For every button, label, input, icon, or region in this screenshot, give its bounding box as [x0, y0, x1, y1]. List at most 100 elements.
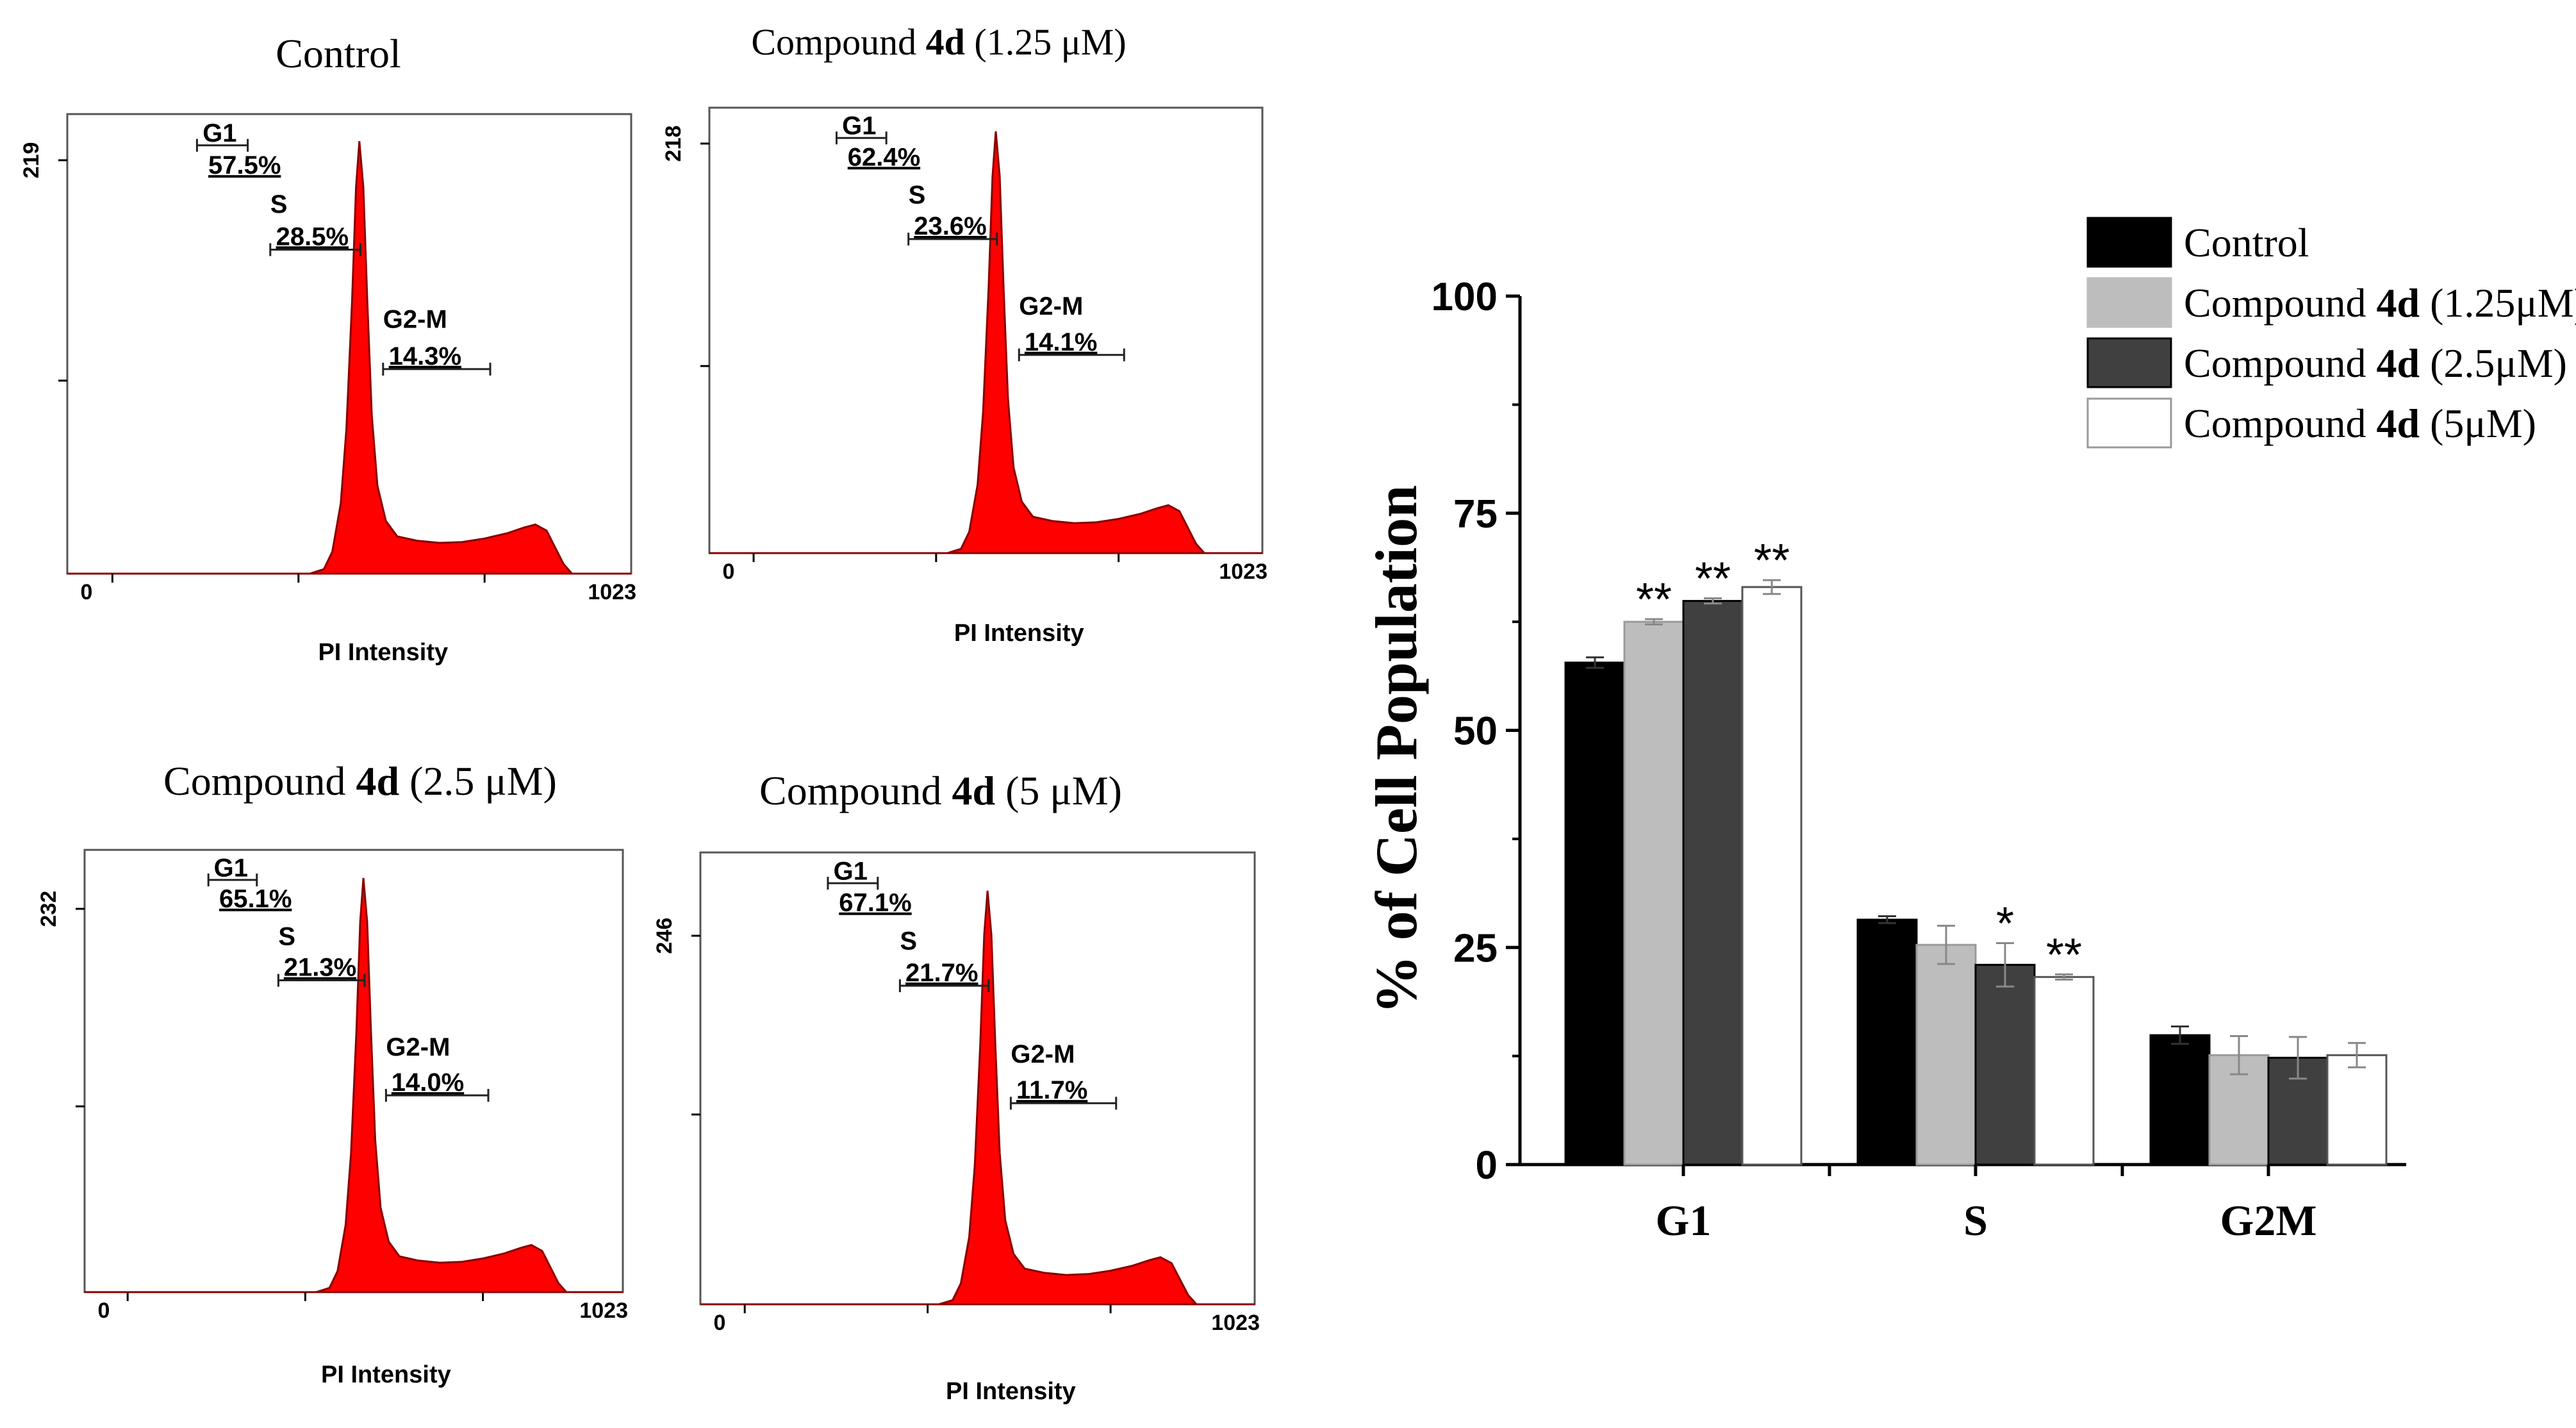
gate-name: G2-M: [1019, 292, 1083, 320]
legend-text: Compound: [2184, 401, 2376, 446]
y-max-label: 219: [19, 142, 44, 179]
y-max-label: 246: [652, 918, 677, 954]
x-max-label: 1023: [1211, 1311, 1260, 1335]
gate-name: S: [900, 927, 917, 956]
title-compound-id: 4d: [926, 21, 965, 63]
x-min-label: 0: [98, 1299, 110, 1323]
gate-value: 57.5%: [208, 151, 281, 179]
bar-G1-series-2: [1623, 620, 1685, 1166]
legend-text: Compound: [2184, 280, 2376, 326]
gate-value: 21.3%: [284, 954, 356, 982]
gate-value: 14.1%: [1025, 328, 1097, 356]
gate-name: G1: [842, 112, 876, 140]
significance-marker: **: [1636, 574, 1672, 626]
histogram-area: [67, 141, 631, 575]
histogram-area: [709, 131, 1262, 554]
legend-compound-id: 4d: [2376, 340, 2420, 386]
gate-value: 14.3%: [389, 342, 461, 370]
title-text: Compound: [163, 758, 356, 804]
gate-name: G2-M: [1011, 1040, 1075, 1068]
bar-G1-series-3: [1682, 600, 1744, 1166]
y-tick-label: 0: [1476, 1143, 1498, 1188]
bar-G2M-series-1: [2149, 1034, 2211, 1166]
title-concentration: (1.25 μM): [965, 21, 1127, 63]
x-tick-label: S: [1963, 1196, 1988, 1245]
title-text: Compound: [759, 768, 952, 813]
legend-swatch-2: [2086, 277, 2172, 328]
y-max-label: 232: [37, 891, 61, 927]
bar-G1-series-1: [1564, 661, 1626, 1166]
legend-concentration: (2.5μM): [2420, 340, 2567, 386]
x-axis-label: PI Intensity: [954, 620, 1084, 647]
y-tick-label: 50: [1453, 710, 1498, 754]
y-tick-label: 100: [1432, 275, 1498, 319]
histogram-panels: Control 219 0 1023 PI Intensity G1 57.5% S 28.5%…: [19, 21, 1267, 1405]
bar-S-series-3: [1974, 963, 2036, 1166]
legend-concentration: (1.25μM): [2420, 280, 2576, 326]
legend-label-1: Control: [2184, 220, 2309, 265]
gate-name: G1: [202, 119, 236, 147]
gate-name: S: [909, 181, 926, 209]
bar-chart: 0 25 50 75 100 % of Cell Population ** ** ** G1 **…: [1364, 217, 2576, 1245]
bar-G1-series-4: [1741, 586, 1803, 1166]
histogram-area: [85, 877, 623, 1293]
x-max-label: 1023: [1219, 560, 1267, 584]
histogram-title: Compound 4d (1.25 μM): [751, 21, 1126, 63]
title-concentration: (5 μM): [995, 768, 1122, 813]
gate-name: S: [278, 922, 295, 951]
title-compound-id: 4d: [952, 768, 996, 813]
gate-value: 11.7%: [1016, 1076, 1087, 1104]
title-text: Compound: [751, 21, 925, 63]
gate-value: 62.4%: [848, 143, 920, 171]
histogram-panel-3: Compound 4d (2.5 μM) 232 0 1023 PI Intensity…: [37, 758, 628, 1388]
histogram-panel-4: Compound 4d (5 μM) 246 0 1023 PI Intensity G1…: [652, 768, 1260, 1405]
legend-compound-id: 4d: [2376, 280, 2420, 326]
legend-compound-id: 4d: [2376, 401, 2420, 446]
gate-value: 23.6%: [914, 212, 986, 240]
legend-text: Control: [2184, 220, 2309, 265]
x-tick-label: G1: [1656, 1196, 1712, 1245]
x-max-label: 1023: [579, 1299, 628, 1323]
y-tick-label: 75: [1453, 492, 1498, 536]
bar-G2M-series-4: [2326, 1054, 2388, 1166]
histogram-title: Compound 4d (5 μM): [759, 768, 1122, 813]
x-tick-label: G2M: [2220, 1196, 2316, 1245]
significance-marker: **: [1695, 554, 1731, 605]
gate-value: 65.1%: [219, 885, 292, 913]
histogram-area: [700, 890, 1255, 1306]
x-min-label: 0: [714, 1311, 726, 1335]
legend-label-2: Compound 4d (1.25μM): [2184, 280, 2576, 326]
x-min-label: 0: [723, 560, 735, 584]
y-max-label: 218: [661, 126, 686, 162]
legend-concentration: (5μM): [2420, 401, 2536, 446]
legend-label-3: Compound 4d (2.5μM): [2184, 340, 2567, 386]
x-axis-label: PI Intensity: [946, 1378, 1076, 1405]
title-compound-id: 4d: [356, 758, 400, 804]
gate-value: 28.5%: [276, 222, 349, 251]
histogram-title: Control: [276, 31, 401, 76]
x-axis-label: PI Intensity: [318, 639, 448, 666]
gate-name: G1: [214, 854, 248, 882]
title-concentration: (2.5 μM): [399, 758, 557, 804]
bar-S-series-4: [2033, 976, 2095, 1166]
significance-marker: **: [2046, 929, 2082, 981]
significance-marker: **: [1754, 535, 1790, 586]
legend-swatch-3: [2086, 337, 2172, 388]
gate-name: S: [270, 190, 288, 219]
y-axis-label: % of Cell Population: [1364, 485, 1429, 1014]
y-tick-label: 25: [1453, 926, 1498, 970]
legend-swatch-1: [2086, 217, 2172, 268]
x-axis-label: PI Intensity: [321, 1361, 451, 1388]
legend-swatch-4: [2086, 397, 2172, 449]
histogram-panel-1: Control 219 0 1023 PI Intensity G1 57.5% S 28.5%…: [19, 31, 636, 666]
gate-value: 14.0%: [392, 1068, 464, 1097]
x-min-label: 0: [81, 580, 93, 604]
title-text: Control: [276, 31, 401, 76]
histogram-panel-2: Compound 4d (1.25 μM) 218 0 1023 PI Intensit…: [661, 21, 1267, 647]
gate-name: G2-M: [386, 1033, 450, 1061]
gate-name: G1: [834, 857, 868, 885]
gate-value: 67.1%: [839, 889, 911, 917]
x-max-label: 1023: [588, 580, 636, 604]
